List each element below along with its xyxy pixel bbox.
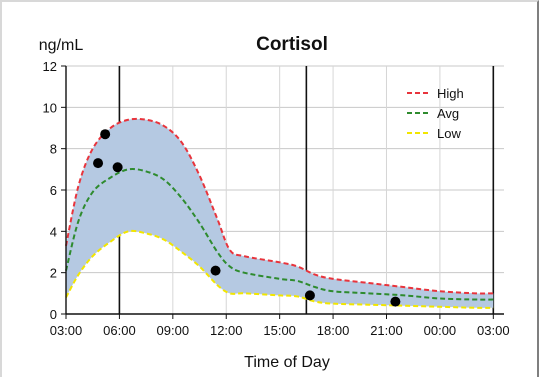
range-band bbox=[66, 118, 494, 308]
y-tick-label: 6 bbox=[50, 183, 57, 198]
x-tick-label: 09:00 bbox=[157, 323, 190, 338]
x-tick-label: 18:00 bbox=[317, 323, 350, 338]
series-line-avg bbox=[65, 167, 494, 301]
x-tick-label: 06:00 bbox=[103, 323, 136, 338]
legend-label-low: Low bbox=[437, 126, 461, 141]
x-axis-title: Time of Day bbox=[244, 354, 330, 371]
measurement-point bbox=[93, 158, 104, 169]
measurement-point bbox=[390, 296, 401, 307]
x-tick-label: 03:00 bbox=[477, 323, 510, 338]
chart-title: Cortisol bbox=[256, 34, 328, 55]
y-tick-label: 8 bbox=[50, 142, 57, 157]
y-tick-label: 4 bbox=[50, 224, 57, 239]
x-tick-label: 12:00 bbox=[210, 323, 243, 338]
high-low-band bbox=[66, 118, 494, 308]
y-tick-label: 2 bbox=[50, 266, 57, 281]
y-tick-label: 0 bbox=[50, 307, 57, 322]
legend: High Avg Low bbox=[407, 86, 464, 141]
x-tick-label: 03:00 bbox=[50, 323, 83, 338]
legend-label-high: High bbox=[437, 86, 464, 101]
measurement-points bbox=[93, 129, 401, 307]
y-axis-unit-label: ng/mL bbox=[39, 37, 84, 54]
x-tick-label: 00:00 bbox=[424, 323, 457, 338]
measurement-point bbox=[112, 162, 123, 173]
x-tick-label: 21:00 bbox=[370, 323, 403, 338]
x-tick-label: 15:00 bbox=[263, 323, 296, 338]
measurement-point bbox=[100, 129, 111, 140]
axes bbox=[61, 65, 504, 319]
tick-labels: 0 2 4 6 8 10 12 03:00 06:00 09:00 12:00 15:00 18:00 2… bbox=[43, 59, 510, 338]
y-tick-label: 10 bbox=[43, 100, 57, 115]
measurement-point bbox=[304, 290, 315, 301]
series-line-high bbox=[65, 117, 494, 295]
y-tick-label: 12 bbox=[43, 59, 57, 74]
measurement-point bbox=[210, 265, 221, 276]
legend-label-avg: Avg bbox=[437, 106, 459, 121]
